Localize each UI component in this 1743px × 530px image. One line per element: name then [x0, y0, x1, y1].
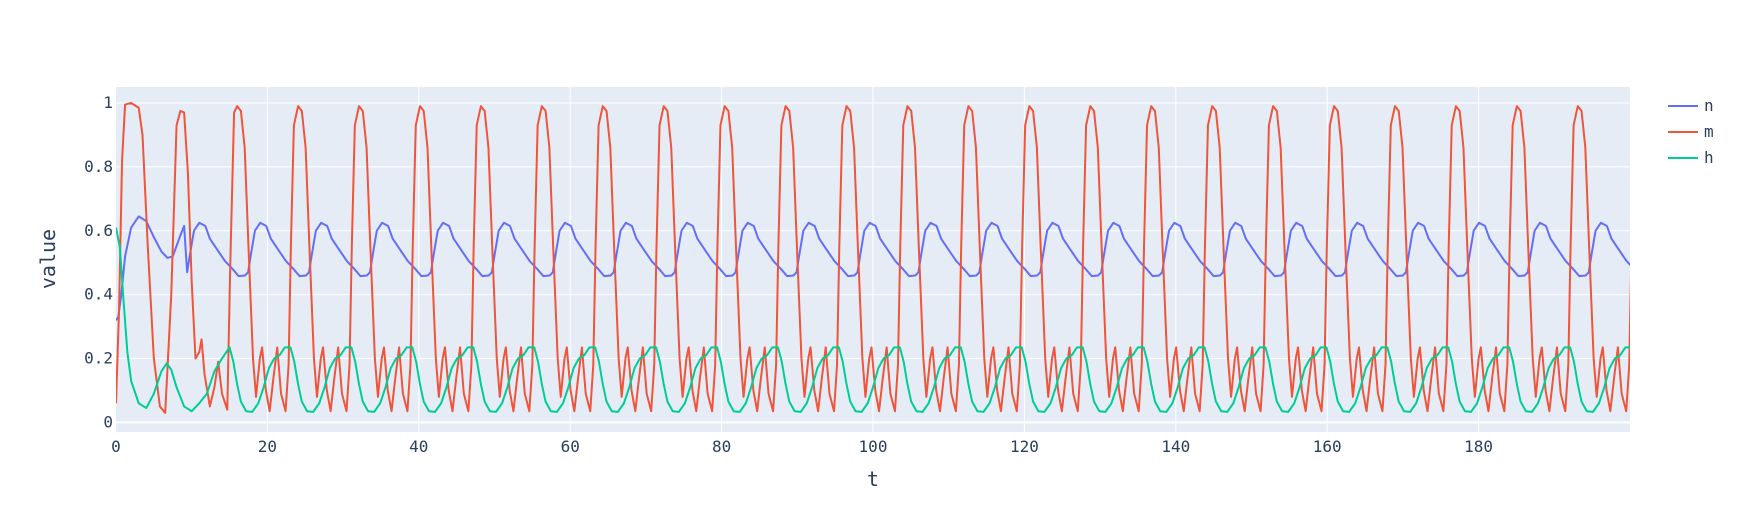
x-tick-label: 160 [1313, 437, 1342, 456]
x-tick-label: 80 [712, 437, 731, 456]
y-axis-title: value [36, 229, 60, 289]
legend-item-n[interactable]: n [1668, 96, 1714, 115]
series-line-n [116, 215, 1630, 321]
series-line-m [116, 101, 1630, 414]
x-tick-label: 100 [859, 437, 888, 456]
x-tick-label: 60 [561, 437, 580, 456]
legend-label: n [1704, 96, 1714, 115]
x-tick-label: 0 [111, 437, 121, 456]
legend-label: m [1704, 122, 1714, 141]
x-tick-label: 120 [1010, 437, 1039, 456]
series-line-h [116, 227, 1630, 413]
legend[interactable]: nmh [1668, 96, 1714, 167]
x-tick-label: 140 [1161, 437, 1190, 456]
series-layer [116, 101, 1630, 414]
x-axis-ticks: 0 20 40 60 80 100 120 140 160 180 [111, 437, 1493, 456]
legend-item-h[interactable]: h [1668, 148, 1714, 167]
x-tick-label: 40 [409, 437, 428, 456]
legend-item-m[interactable]: m [1668, 122, 1714, 141]
y-tick-label: 0.4 [84, 285, 113, 304]
x-tick-label: 20 [258, 437, 277, 456]
legend-label: h [1704, 148, 1714, 167]
y-tick-label: 0.2 [84, 349, 113, 368]
y-axis-ticks: 0 0.2 0.4 0.6 0.8 1 [84, 93, 113, 431]
y-tick-label: 1 [103, 93, 113, 112]
x-tick-label: 180 [1464, 437, 1493, 456]
y-tick-label: 0.6 [84, 221, 113, 240]
y-tick-label: 0.8 [84, 157, 113, 176]
plot-area [116, 101, 1630, 414]
x-axis-title: t [867, 467, 879, 491]
y-tick-label: 0 [103, 412, 113, 431]
